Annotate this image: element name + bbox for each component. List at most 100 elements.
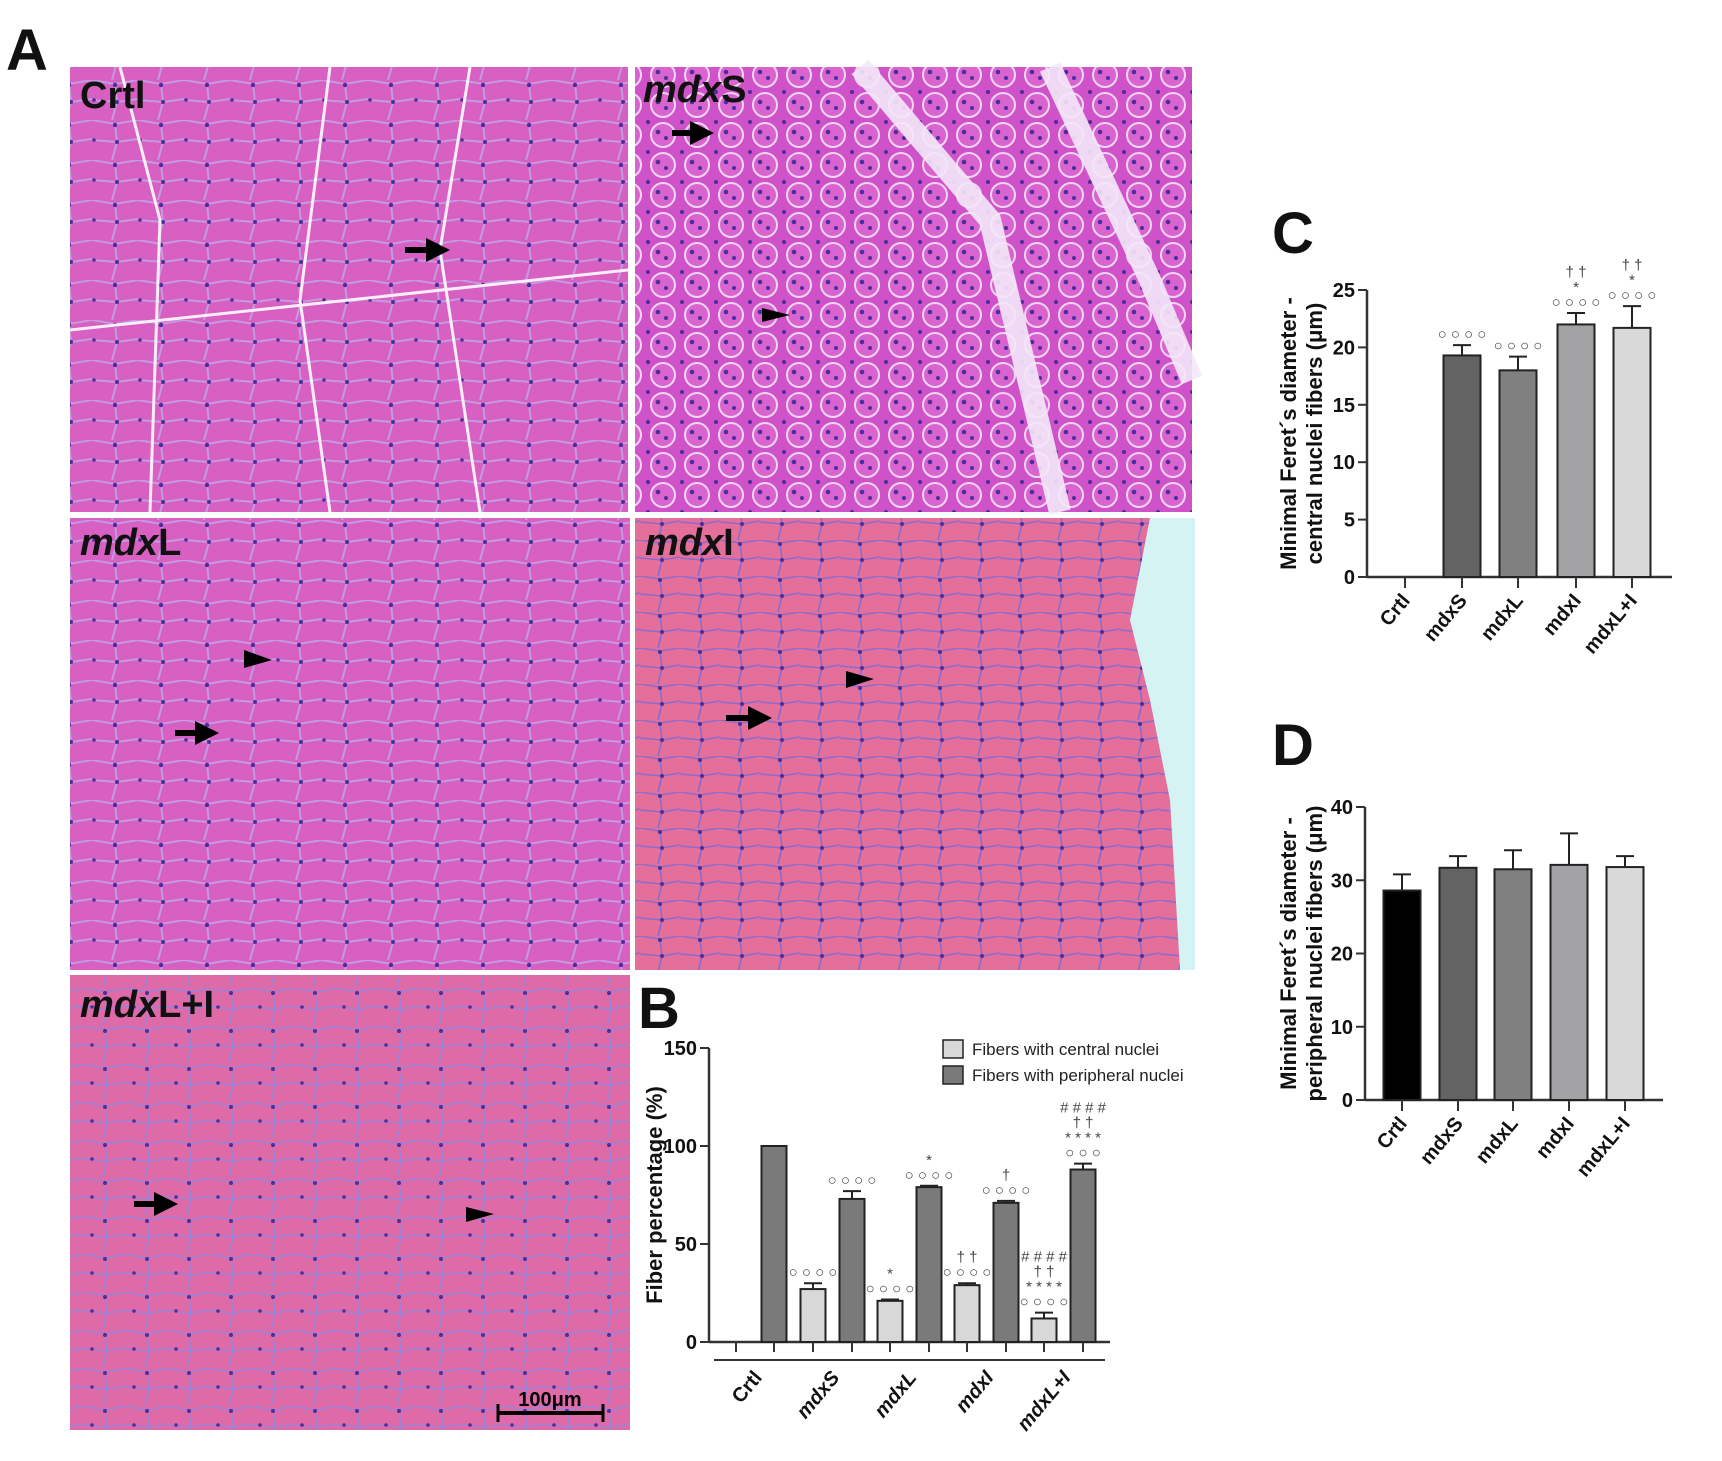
significance-mark: † — [1002, 1167, 1010, 1184]
significance-mark: ○ ○ ○ — [1065, 1145, 1101, 1162]
arrowhead-icon — [846, 671, 874, 688]
micrograph-mdxI: mdxI — [635, 518, 1195, 970]
y-axis-label: Minimal Feret´s diameter - — [1276, 297, 1301, 570]
x-tick-label: mdxS — [1420, 590, 1472, 646]
bar — [1382, 889, 1422, 1101]
y-axis-label: Minimal Feret´s diameter - — [1276, 817, 1301, 1090]
bar — [760, 1145, 788, 1343]
x-tick-label: mdxL — [1472, 1113, 1523, 1168]
x-tick-label: Crtl — [1373, 1113, 1412, 1154]
micrograph-mdxS: mdxS — [635, 59, 1203, 515]
y-tick-label: 150 — [664, 1038, 697, 1060]
significance-mark: ○ ○ ○ ○ — [1020, 1294, 1069, 1311]
significance-mark: ○ ○ ○ ○ — [789, 1264, 838, 1281]
bar — [992, 1201, 1020, 1343]
significance-mark: # # # # — [1021, 1249, 1068, 1266]
significance-mark: † † — [957, 1249, 978, 1266]
legend-label: Fibers with peripheral nuclei — [972, 1066, 1184, 1085]
bar — [915, 1186, 943, 1344]
y-tick-label: 0 — [1342, 1090, 1353, 1112]
y-tick-label: 20 — [1331, 944, 1353, 966]
panel-letter-d: D — [1272, 713, 1314, 778]
significance-mark: * — [1573, 279, 1579, 296]
legend-label: Fibers with central nuclei — [972, 1040, 1159, 1059]
significance-mark: * * * * — [1065, 1130, 1101, 1147]
y-tick-label: 0 — [686, 1332, 697, 1354]
arrowhead-icon — [762, 308, 790, 322]
x-tick-label: mdxL+I — [1573, 1113, 1635, 1181]
bar — [838, 1197, 866, 1344]
y-tick-label: 100 — [664, 1136, 697, 1158]
y-tick-label: 5 — [1344, 510, 1355, 532]
bar — [1069, 1168, 1097, 1344]
bar — [1605, 866, 1645, 1101]
significance-mark: ○ ○ ○ ○ — [905, 1167, 954, 1184]
micrograph-label: mdxI — [645, 522, 734, 564]
legend-swatch — [942, 1065, 964, 1085]
bar — [1030, 1317, 1058, 1343]
arrowhead-icon — [466, 1207, 494, 1222]
significance-mark: † † — [1034, 1264, 1055, 1281]
micrograph-label: Crtl — [80, 75, 145, 117]
significance-mark: * — [926, 1152, 932, 1169]
significance-mark: # # # # — [1060, 1100, 1107, 1117]
micrograph-label: mdxS — [643, 69, 747, 111]
bar — [1442, 354, 1482, 578]
y-axis-label: central nuclei fibers (μm) — [1302, 303, 1327, 565]
bar — [1556, 323, 1596, 578]
significance-mark: ○ ○ ○ ○ — [982, 1182, 1031, 1199]
bar — [1612, 326, 1652, 578]
bar — [799, 1288, 827, 1343]
x-tick-label: mdxI — [1539, 590, 1586, 640]
significance-mark: ○ ○ ○ ○ — [866, 1280, 915, 1297]
x-tick-label: Crtl — [1376, 590, 1415, 631]
arrowhead-icon — [244, 650, 272, 668]
x-tick-label: mdxS — [1416, 1113, 1468, 1169]
bar — [1493, 868, 1533, 1102]
bar — [1498, 369, 1538, 578]
y-tick-label: 10 — [1333, 452, 1355, 474]
significance-mark: * * * * — [1026, 1279, 1062, 1296]
significance-mark: * — [887, 1265, 893, 1282]
y-tick-label: 40 — [1331, 797, 1353, 819]
bar — [953, 1284, 981, 1344]
micrograph-label: mdxL — [80, 522, 181, 564]
micrograph-mdxL: mdxL — [70, 518, 630, 970]
y-tick-label: 20 — [1333, 337, 1355, 359]
significance-mark: ○ ○ ○ ○ — [1438, 326, 1487, 343]
chart-c: 0 5 10 15 20 25 Minimal Feret´s diameter - cent… — [1276, 257, 1672, 658]
y-axis-label: peripheral nuclei fibers (μm) — [1302, 806, 1327, 1102]
micrograph-label: mdxL+I — [80, 984, 214, 1026]
panel-letter-c: C — [1272, 201, 1314, 266]
legend-swatch — [942, 1039, 964, 1059]
scale-bar-label: 100μm — [518, 1389, 581, 1411]
significance-mark: * — [1629, 272, 1635, 289]
bar — [1438, 866, 1478, 1101]
bar — [1549, 863, 1589, 1101]
significance-mark: ○ ○ ○ ○ — [828, 1172, 877, 1189]
significance-mark: † † — [1622, 257, 1643, 274]
y-tick-label: 15 — [1333, 395, 1355, 417]
significance-mark: ○ ○ ○ ○ — [1494, 338, 1543, 355]
chart-d: 0 10 20 30 40 Minimal Feret´s diameter - perip… — [1276, 797, 1663, 1181]
micrograph-mdxLI: mdxL+I 100μm — [70, 975, 630, 1430]
x-tick-label: mdxI — [1532, 1113, 1579, 1163]
y-tick-label: 30 — [1331, 870, 1353, 892]
significance-mark: † † — [1566, 264, 1587, 281]
bar — [876, 1299, 904, 1343]
significance-mark: † † — [1073, 1115, 1094, 1132]
x-tick-label: mdxL+I — [1580, 590, 1642, 658]
scale-bar: 100μm — [496, 1389, 605, 1422]
y-tick-label: 25 — [1333, 280, 1355, 302]
x-tick-label: mdxL — [1477, 590, 1528, 645]
significance-mark: ○ ○ ○ ○ — [943, 1264, 992, 1281]
y-tick-label: 0 — [1344, 567, 1355, 589]
y-axis-label: Fiber percentage (%) — [642, 1086, 667, 1304]
panel-letter-a: A — [6, 18, 48, 83]
micrograph-crtl: Crtl — [69, 66, 629, 513]
panel-letter-b: B — [638, 976, 680, 1041]
significance-mark: ○ ○ ○ ○ — [1552, 294, 1601, 311]
y-tick-label: 10 — [1331, 1017, 1353, 1039]
significance-mark: ○ ○ ○ ○ — [1608, 287, 1657, 304]
